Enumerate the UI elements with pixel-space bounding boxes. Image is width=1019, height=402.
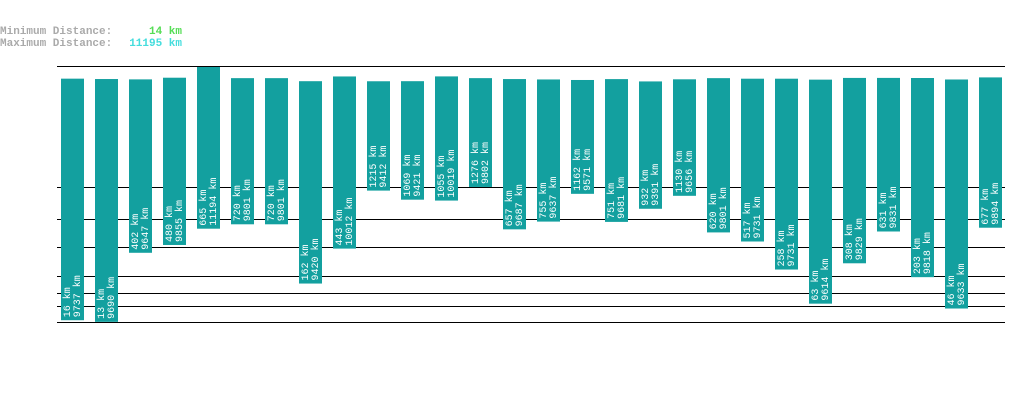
max-label: 9690 km [106,277,118,319]
range-bar [605,79,628,222]
max-label: 9818 km [922,232,934,274]
range-bar [197,67,220,229]
max-label: 9801 km [276,179,288,221]
range-bar [333,76,356,249]
min-label: 402 km [130,214,142,250]
min-label: 677 km [980,189,992,225]
range-bar [945,79,968,309]
min-label: 751 km [606,183,618,219]
min-label: 657 km [504,190,516,226]
range-bar [95,79,118,322]
min-label: 665 km [198,190,210,226]
min-label: 162 km [300,245,312,281]
min-label: 631 km [878,192,890,228]
range-bar [129,79,152,253]
min-label: 1069 km [402,155,414,197]
summary-value: 14 km [149,26,182,38]
range-bar [231,78,254,225]
max-label: 9637 km [548,177,560,219]
range-bar [979,77,1002,228]
range-bar [401,81,424,200]
min-label: 203 km [912,238,924,274]
max-label: 9614 km [820,259,832,301]
min-label: 755 km [538,183,550,219]
max-label: 9656 km [684,151,696,193]
range-bar [911,78,934,278]
max-label: 9412 km [378,146,390,188]
max-label: 9801 km [242,179,254,221]
range-bar [843,77,866,264]
range-bar [299,81,322,284]
max-label: 9737 km [72,275,84,317]
min-label: 1276 km [470,142,482,184]
min-label: 480 km [164,206,176,242]
min-label: 46 km [946,275,958,305]
max-label: 9802 km [480,142,492,184]
range-bar [877,77,900,232]
min-label: 443 km [334,210,346,246]
range-bar [741,78,764,242]
summary-label: Minimum Distance: [0,26,112,38]
min-label: 13 km [96,289,108,319]
max-label: 10019 km [446,150,458,198]
range-bar [673,79,696,196]
min-label: 16 km [62,287,74,317]
range-bar [503,79,526,230]
max-label: 9420 km [310,239,322,281]
range-bar [163,77,186,245]
min-label: 517 km [742,202,754,238]
max-label: 9391 km [650,164,662,206]
max-label: 10012 km [344,198,356,246]
summary-value: 11195 km [129,38,182,50]
max-label: 9894 km [990,183,1002,225]
min-label: 620 km [708,193,720,229]
min-label: 720 km [232,185,244,221]
range-bar [61,78,84,321]
range-bar [537,79,560,222]
min-label: 258 km [776,231,788,267]
range-bar [639,81,662,209]
max-label: 9681 km [616,177,628,219]
max-label: 9831 km [888,186,900,228]
min-label: 63 km [810,271,822,301]
max-label: 9731 km [786,225,798,267]
min-label: 1055 km [436,156,448,198]
range-bar [707,78,730,233]
range-bar [809,79,832,304]
max-label: 9829 km [854,218,866,260]
min-label: 308 km [844,224,856,260]
min-label: 720 km [266,185,278,221]
min-label: 932 km [640,170,652,206]
max-label: 9571 km [582,149,594,191]
max-label: 9687 km [514,184,526,226]
min-label: 1130 km [674,151,686,193]
min-label: 1162 km [572,149,584,191]
range-bar [571,79,594,194]
max-label: 11194 km [208,178,220,226]
max-label: 9855 km [174,200,186,242]
summary-label: Maximum Distance: [0,38,112,50]
max-label: 9801 km [718,187,730,229]
max-label: 9633 km [956,263,968,305]
range-bar [775,78,798,270]
max-label: 9421 km [412,155,424,197]
range-bar [435,76,458,201]
max-label: 9731 km [752,196,764,238]
range-bar [469,78,492,187]
range-bar [367,81,390,191]
min-label: 1215 km [368,146,380,188]
range-bar [265,78,288,225]
max-label: 9647 km [140,208,152,250]
